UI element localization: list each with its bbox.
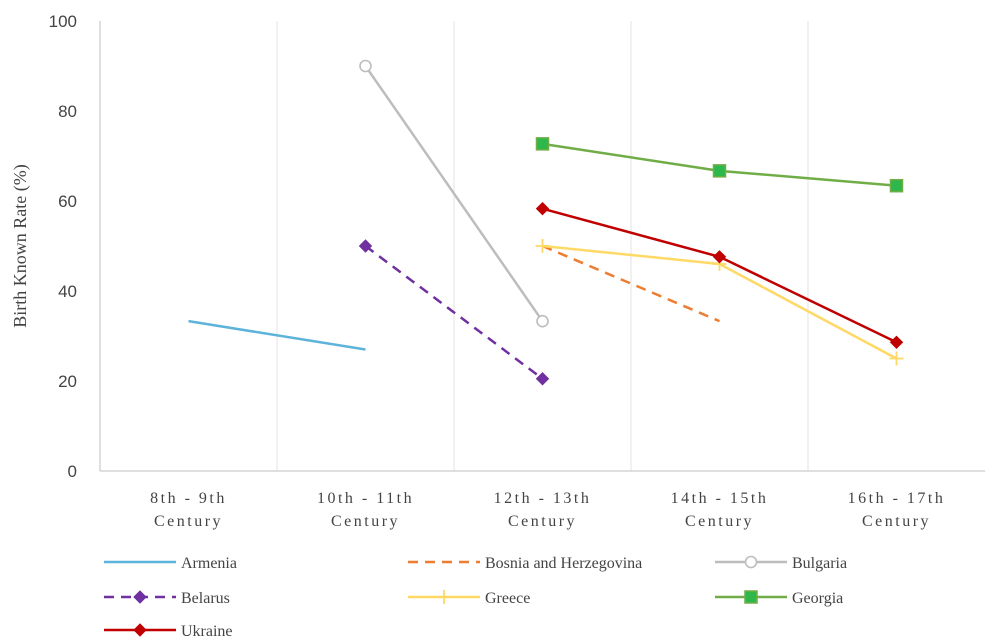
legend-label: Armenia <box>181 555 237 572</box>
data-point <box>359 59 372 73</box>
series-line-bosnia-and-herzegovina <box>542 244 720 323</box>
legend-marker <box>133 623 147 637</box>
x-tick-label: Century <box>862 513 931 530</box>
data-point <box>712 250 727 264</box>
y-tick-label: 20 <box>58 372 77 391</box>
series-bulgaria <box>359 59 549 328</box>
legend: Armenia Bosnia and Herzegovina Bulgaria Bel… <box>104 555 847 640</box>
x-tick-label: Century <box>508 513 577 530</box>
x-tick-label: 10th - 11th <box>317 490 414 507</box>
y-tick-label: 100 <box>49 12 77 31</box>
y-axis-label: Birth Known Rate (%) <box>10 164 31 327</box>
x-tick-label: Century <box>331 513 400 530</box>
legend-marker <box>437 590 451 604</box>
legend-marker <box>744 555 758 569</box>
y-tick-label: 40 <box>58 282 77 301</box>
legend-item-armenia: Armenia <box>104 555 237 572</box>
legend-label: Greece <box>485 590 530 607</box>
series-ukraine <box>535 201 904 350</box>
y-tick-label: 80 <box>58 102 77 121</box>
data-point <box>535 372 550 386</box>
legend-marker <box>133 590 147 604</box>
series-line-bulgaria <box>364 65 544 322</box>
x-tick-label: 12th - 13th <box>494 490 592 507</box>
series-line-ukraine <box>542 207 898 344</box>
data-point <box>535 137 550 151</box>
x-tick-labels: 8th - 9th Century 10th - 11th Century 12th -… <box>150 490 946 530</box>
x-tick-label: Century <box>154 513 223 530</box>
series-line-armenia <box>188 319 366 351</box>
legend-item-ukraine: Ukraine <box>104 623 233 640</box>
legend-item-belarus: Belarus <box>104 590 230 607</box>
y-tick-labels: 0 20 40 60 80 100 <box>49 12 77 481</box>
data-point <box>889 351 904 366</box>
series-bosnia-and-herzegovina <box>542 244 720 323</box>
y-tick-label: 60 <box>58 192 77 211</box>
series-belarus <box>358 239 550 386</box>
grid-lines <box>276 21 809 471</box>
axes <box>99 21 985 472</box>
y-tick-label: 0 <box>68 462 77 481</box>
x-tick-label: Century <box>685 513 754 530</box>
legend-label: Bosnia and Herzegovina <box>485 555 642 572</box>
x-tick-label: 8th - 9th <box>150 490 227 507</box>
legend-item-bosnia-and-herzegovina: Bosnia and Herzegovina <box>408 555 642 572</box>
data-point <box>358 239 373 253</box>
data-point <box>535 201 550 216</box>
data-point <box>712 164 727 178</box>
legend-item-greece: Greece <box>408 590 530 607</box>
series-georgia <box>535 137 904 193</box>
x-tick-label: 14th - 15th <box>671 490 769 507</box>
legend-label: Ukraine <box>181 623 233 637</box>
legend-item-bulgaria: Bulgaria <box>715 555 847 572</box>
series-lines <box>188 59 904 386</box>
legend-marker <box>744 590 758 604</box>
legend-label: Belarus <box>181 590 230 607</box>
data-point <box>889 335 904 350</box>
data-point <box>535 239 550 253</box>
data-point <box>536 314 549 328</box>
series-line-belarus <box>364 245 544 380</box>
legend-item-georgia: Georgia <box>715 590 843 607</box>
series-armenia <box>188 319 366 351</box>
x-tick-label: 16th - 17th <box>848 490 946 507</box>
legend-label: Georgia <box>792 590 843 607</box>
legend-label: Bulgaria <box>792 555 847 572</box>
data-point <box>889 178 904 193</box>
